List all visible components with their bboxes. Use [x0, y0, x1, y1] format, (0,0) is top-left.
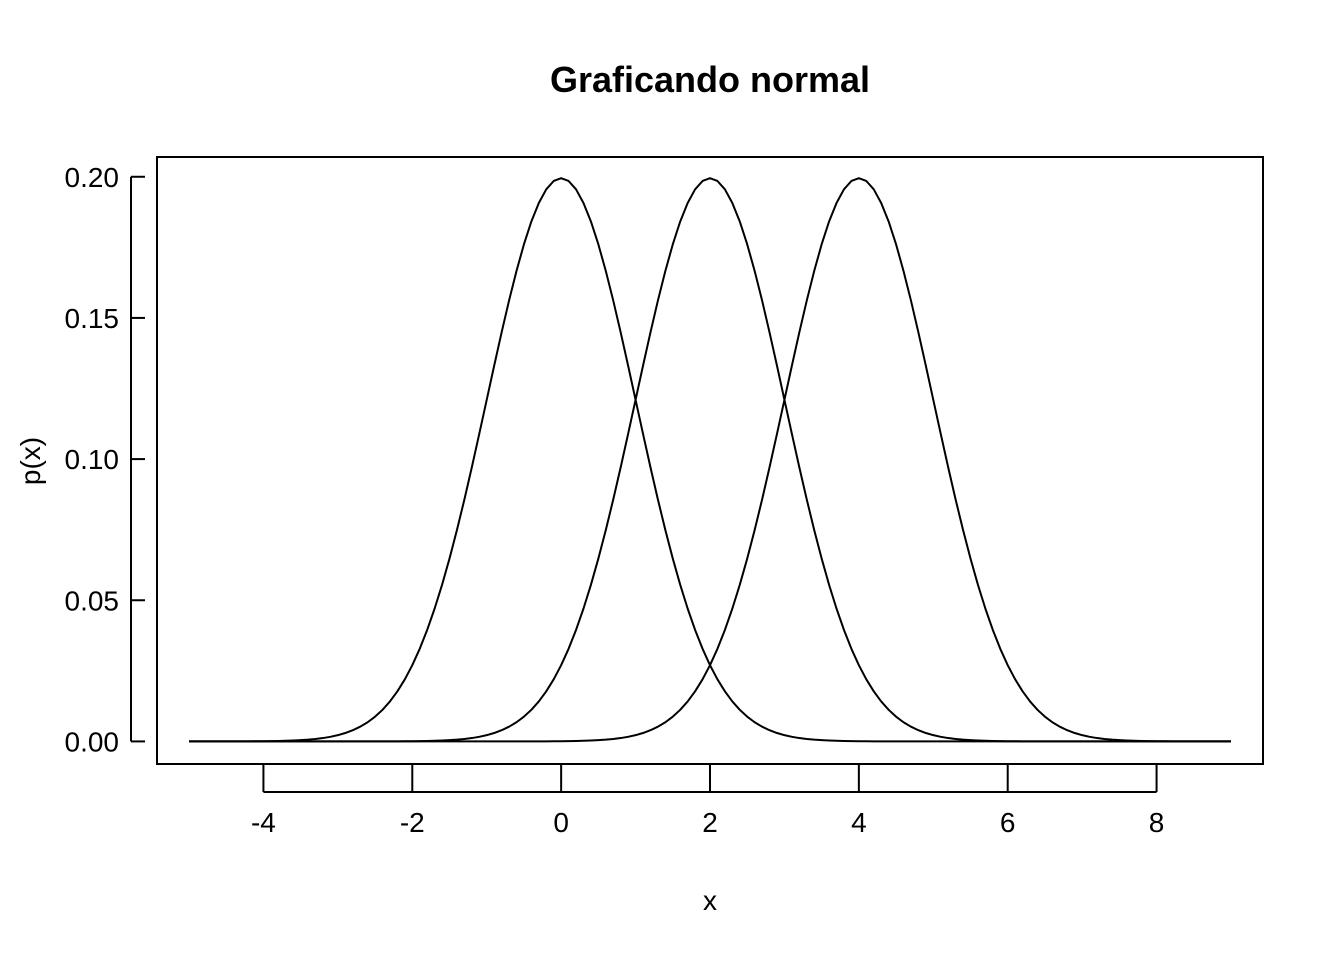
y-tick-label: 0.00 — [65, 726, 120, 757]
x-tick-label: -4 — [251, 807, 276, 838]
x-tick-label: 8 — [1149, 807, 1165, 838]
x-tick-label: 6 — [1000, 807, 1016, 838]
series-line-3 — [189, 177, 1231, 743]
x-tick-label: 4 — [851, 807, 867, 838]
series-group — [189, 177, 1231, 743]
plot-box — [156, 156, 1264, 765]
chart-title: Graficando normal — [550, 59, 870, 100]
x-axis-label: x — [703, 885, 717, 916]
series-line-2 — [189, 177, 1231, 743]
series-line-1 — [189, 177, 1231, 743]
x-axis: -4 -2 0 2 4 6 8 — [251, 764, 1164, 838]
y-tick-label: 0.15 — [65, 303, 120, 334]
y-tick-label: 0.05 — [65, 585, 120, 616]
y-axis-label: p(x) — [15, 437, 46, 485]
x-tick-label: -2 — [400, 807, 425, 838]
y-tick-label: 0.10 — [65, 444, 120, 475]
y-axis: 0.00 0.05 0.10 0.15 0.20 — [65, 162, 145, 757]
x-tick-label: 2 — [702, 807, 718, 838]
x-tick-label: 0 — [553, 807, 569, 838]
y-tick-label: 0.20 — [65, 162, 120, 193]
